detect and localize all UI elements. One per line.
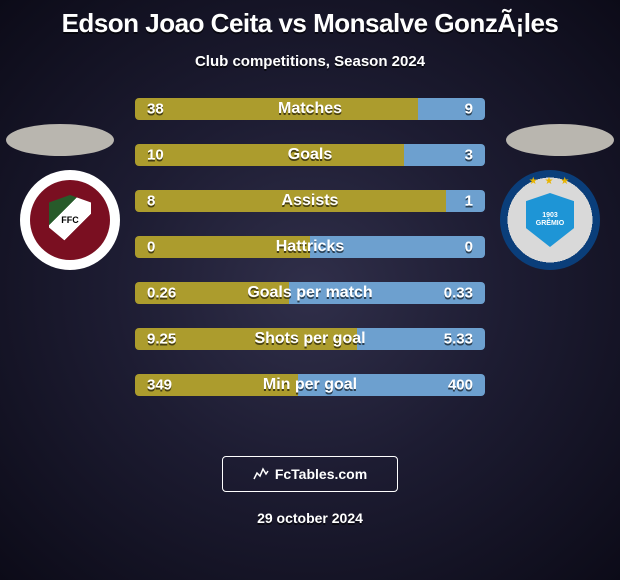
stat-label: Assists [135,192,485,210]
stats-chart: Matches38 9 Goals10 3 Assists8 1 Hattricks0 0 Go… [135,98,485,396]
fluminense-shield-icon [49,195,91,245]
stat-row: Shots per goal9.25 5.33 [135,328,485,350]
subtitle: Club competitions, Season 2024 [0,53,620,70]
stat-label: Shots per goal [135,330,485,348]
player-ellipse-right [506,124,614,156]
gremio-shield-text: 1903GRÊMIO [536,212,564,227]
team-badge-right: ★ ★ ★ 1903GRÊMIO [500,170,600,270]
gremio-shield-icon: 1903GRÊMIO [526,193,574,247]
stat-value-left: 9.25 [147,331,176,348]
stat-row: Hattricks0 0 [135,236,485,258]
stat-value-right: 9 [465,101,473,118]
stat-value-left: 349 [147,377,172,394]
stat-value-left: 0 [147,239,155,256]
stat-value-right: 0.33 [444,285,473,302]
page-title: Edson Joao Ceita vs Monsalve GonzÃ¡les [0,0,620,39]
stat-value-right: 0 [465,239,473,256]
stat-value-left: 0.26 [147,285,176,302]
stat-label: Matches [135,100,485,118]
stat-row: Goals10 3 [135,144,485,166]
stat-row: Matches38 9 [135,98,485,120]
footer-site-name: FcTables.com [275,466,367,482]
stat-row: Goals per match0.26 0.33 [135,282,485,304]
stat-value-right: 3 [465,147,473,164]
team-badge-left [20,170,120,270]
stat-row: Assists8 1 [135,190,485,212]
stat-row: Min per goal349 400 [135,374,485,396]
stat-label: Goals per match [135,284,485,302]
footer-branding: FcTables.com [222,456,398,492]
stat-label: Goals [135,146,485,164]
fctables-logo-icon [253,466,269,483]
stat-label: Min per goal [135,376,485,394]
stat-label: Hattricks [135,238,485,256]
fluminense-crest [30,180,110,260]
stat-value-left: 8 [147,193,155,210]
stat-value-left: 38 [147,101,164,118]
gremio-stars-icon: ★ ★ ★ [500,176,600,187]
infographic: Edson Joao Ceita vs Monsalve GonzÃ¡les C… [0,0,620,580]
stat-value-left: 10 [147,147,164,164]
stat-value-right: 5.33 [444,331,473,348]
gremio-crest: ★ ★ ★ 1903GRÊMIO [500,170,600,270]
infographic-date: 29 october 2024 [0,510,620,526]
stat-value-right: 400 [448,377,473,394]
player-ellipse-left [6,124,114,156]
stat-value-right: 1 [465,193,473,210]
